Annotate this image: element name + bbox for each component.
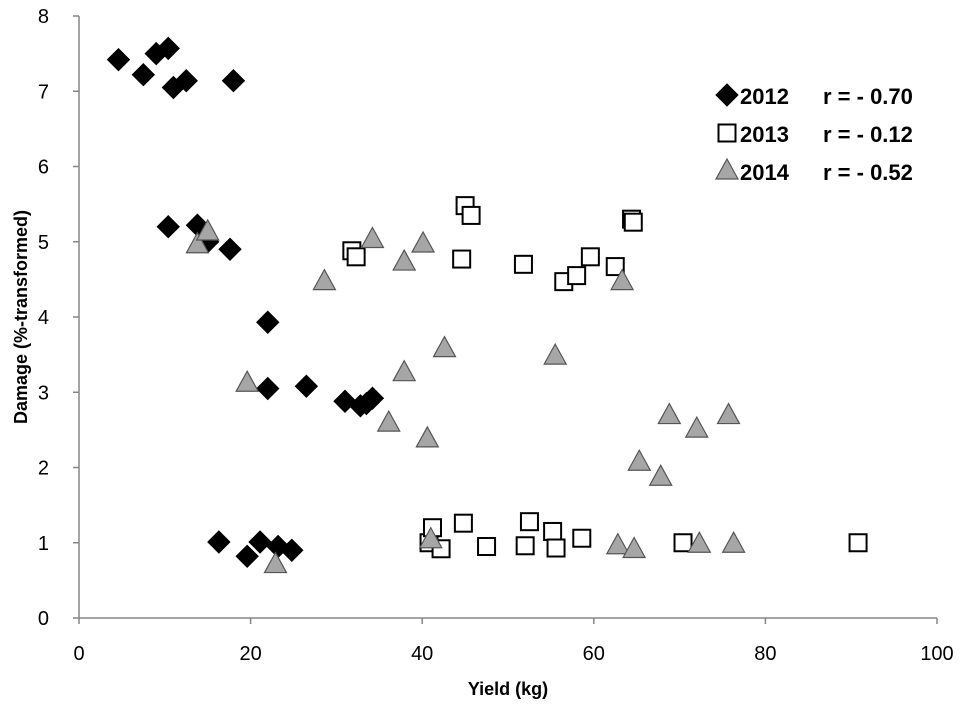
data-point-2012 bbox=[207, 530, 231, 554]
legend-item-2014: 2014 r = - 0.52 bbox=[714, 157, 913, 185]
legend-marker-2014 bbox=[714, 157, 740, 180]
data-point-2013 bbox=[580, 247, 600, 267]
data-point-2013 bbox=[461, 205, 481, 225]
data-point-2014 bbox=[418, 526, 443, 549]
axes bbox=[78, 16, 937, 619]
data-point-2013 bbox=[572, 528, 592, 548]
data-point-2014 bbox=[312, 268, 337, 291]
data-point-2012 bbox=[218, 237, 242, 261]
legend-label: 2014 bbox=[740, 160, 790, 185]
legend-item-2012: 2012 r = - 0.70 bbox=[715, 83, 913, 109]
legend-correlation: r = - 0.12 bbox=[823, 122, 913, 147]
x-tick-label: 100 bbox=[920, 643, 953, 665]
y-tick-label: 2 bbox=[38, 458, 49, 480]
data-point-2013 bbox=[848, 533, 868, 553]
data-point-2012 bbox=[248, 530, 272, 554]
data-point-2014 bbox=[411, 230, 436, 253]
data-point-2013 bbox=[513, 254, 533, 274]
x-tick-label: 40 bbox=[411, 643, 433, 665]
data-point-2013 bbox=[673, 533, 693, 553]
data-point-2012 bbox=[256, 310, 280, 334]
data-points bbox=[106, 36, 868, 574]
data-point-2014 bbox=[687, 531, 712, 553]
data-point-2013 bbox=[515, 536, 535, 556]
data-point-2012 bbox=[156, 36, 180, 61]
data-point-2013 bbox=[546, 538, 566, 558]
data-point-2012 bbox=[294, 374, 319, 398]
data-point-2014 bbox=[648, 464, 673, 486]
legend-label: 2012 bbox=[740, 84, 789, 109]
data-point-2012 bbox=[235, 544, 259, 569]
data-point-2013 bbox=[567, 266, 587, 286]
data-point-2014 bbox=[235, 369, 260, 392]
data-point-2014 bbox=[721, 531, 746, 553]
y-tick-label: 4 bbox=[38, 307, 49, 329]
data-point-2014 bbox=[376, 409, 401, 432]
x-axis-title: Yield (kg) bbox=[468, 679, 548, 699]
x-tick-label: 0 bbox=[73, 643, 84, 665]
legend: 2012 r = - 0.70 2013 r = - 0.12 2014 r = - 0.… bbox=[714, 83, 913, 185]
x-tick-label: 20 bbox=[239, 643, 261, 665]
legend-marker-2012 bbox=[715, 83, 739, 107]
data-point-2012 bbox=[174, 69, 198, 93]
series-2012 bbox=[106, 36, 385, 569]
y-tick-label: 6 bbox=[38, 157, 49, 179]
data-point-2014 bbox=[185, 231, 210, 254]
y-tick-label: 1 bbox=[38, 533, 49, 555]
legend-label: 2013 bbox=[740, 122, 789, 147]
data-point-2014 bbox=[657, 402, 682, 425]
data-point-2013 bbox=[477, 537, 497, 557]
data-point-2013 bbox=[453, 513, 473, 533]
data-point-2014 bbox=[360, 226, 385, 249]
data-point-2014 bbox=[392, 248, 417, 271]
data-point-2012 bbox=[280, 538, 304, 562]
y-tick-label: 8 bbox=[38, 6, 49, 28]
data-point-2013 bbox=[346, 247, 366, 267]
legend-item-2013: 2013 r = - 0.12 bbox=[717, 122, 913, 147]
data-point-2013 bbox=[519, 512, 539, 532]
data-point-2014 bbox=[195, 218, 220, 241]
data-point-2014 bbox=[415, 425, 440, 448]
y-tick-label: 3 bbox=[38, 382, 49, 404]
data-point-2014 bbox=[610, 268, 635, 291]
data-point-2014 bbox=[622, 536, 647, 559]
data-point-2014 bbox=[627, 448, 652, 471]
data-point-2013 bbox=[543, 521, 563, 541]
data-point-2012 bbox=[360, 386, 385, 410]
data-point-2014 bbox=[432, 335, 457, 358]
y-axis-title: Damage (%-transformed) bbox=[11, 210, 31, 424]
data-point-2014 bbox=[543, 342, 568, 365]
data-point-2012 bbox=[221, 69, 246, 93]
data-point-2013 bbox=[605, 257, 625, 277]
series-2013 bbox=[342, 196, 868, 559]
y-tick-label: 5 bbox=[38, 232, 49, 254]
data-point-2012 bbox=[256, 376, 280, 401]
data-point-2012 bbox=[106, 47, 131, 72]
data-point-2014 bbox=[263, 551, 288, 574]
data-point-2014 bbox=[684, 415, 709, 438]
legend-correlation: r = - 0.70 bbox=[823, 84, 913, 109]
data-point-2012 bbox=[156, 214, 180, 239]
data-point-2013 bbox=[452, 249, 472, 269]
y-tick-label: 7 bbox=[38, 81, 49, 103]
y-tick-label: 0 bbox=[38, 608, 49, 630]
legend-marker-2013 bbox=[717, 123, 737, 143]
series-2014 bbox=[185, 218, 746, 574]
data-point-2013 bbox=[623, 212, 643, 232]
data-point-2012 bbox=[131, 62, 156, 87]
x-tick-label: 80 bbox=[754, 643, 776, 665]
x-tick-label: 60 bbox=[583, 643, 605, 665]
data-point-2014 bbox=[392, 359, 417, 382]
data-point-2014 bbox=[716, 402, 741, 425]
data-point-2014 bbox=[605, 532, 630, 555]
legend-correlation: r = - 0.52 bbox=[823, 160, 913, 185]
